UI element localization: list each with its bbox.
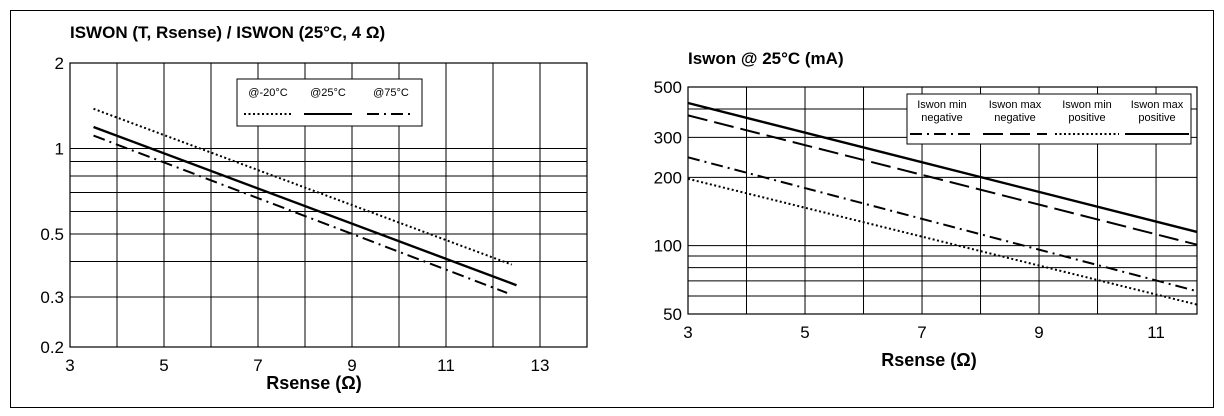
chart-1-x-tick-label: 7	[253, 356, 262, 375]
chart-2-legend-label: Iswon max positive	[1131, 99, 1184, 124]
chart-1-legend-label: @-20°C	[248, 87, 287, 99]
chart-2-x-tick-label: 5	[800, 323, 809, 342]
chart-1-title: ISWON (T, Rsense) / ISWON (25°C, 4 Ω)	[70, 23, 385, 42]
figure-border	[10, 10, 1214, 408]
chart-1-legend-label: @75°C	[373, 87, 409, 99]
chart-2-x-axis-label: Rsense (Ω)	[881, 350, 976, 370]
chart-2-legend-label-line: positive	[1138, 112, 1175, 124]
chart-1-plot-frame	[69, 62, 588, 348]
chart-1-y-tick-label: 0.3	[40, 288, 64, 307]
chart-2-series-3-line	[687, 177, 1198, 306]
chart-2: Iswon @ 25°C (mA) 3 5 7 9 11 50 100 200 300 500 I…	[654, 49, 1198, 370]
chart-2-legend-label-line: Iswon min	[1062, 99, 1112, 111]
chart-2-legend-label: Iswon max negative	[989, 99, 1042, 124]
chart-1-ticks: 3 5 7 9 11 13 0.2 0.3 0.5 1 2	[40, 54, 549, 375]
chart-2-x-tick-label: 3	[683, 323, 692, 342]
chart-2-legend-label: Iswon min negative	[917, 99, 967, 124]
chart-2-legend-label-line: negative	[921, 112, 963, 124]
chart-2-series-4-line	[687, 101, 1198, 234]
chart-2-y-tick-label: 300	[654, 128, 682, 147]
chart-2-legend-label-line: Iswon min	[917, 99, 967, 111]
chart-2-plot-frame	[687, 86, 1198, 315]
chart-2-series-1-line	[687, 156, 1198, 293]
chart-2-series	[687, 101, 1198, 306]
chart-2-legend-label-line: Iswon max	[989, 99, 1042, 111]
chart-1-series	[93, 107, 517, 294]
chart-2-grid	[687, 86, 1198, 315]
chart-1: ISWON (T, Rsense) / ISWON (25°C, 4 Ω) 3 5…	[40, 23, 588, 393]
chart-2-x-tick-label: 9	[1034, 323, 1043, 342]
chart-2-legend-box	[906, 93, 1192, 145]
chart-1-x-tick-label: 3	[65, 356, 74, 375]
chart-1-y-tick-label: 2	[55, 54, 64, 73]
chart-2-y-tick-label: 100	[654, 237, 682, 256]
chart-1-series-3-line	[93, 134, 508, 294]
chart-2-title: Iswon @ 25°C (mA)	[688, 49, 844, 68]
chart-1-x-tick-label: 5	[159, 356, 168, 375]
chart-1-x-tick-label: 11	[437, 356, 455, 375]
chart-2-y-tick-label: 500	[654, 78, 682, 97]
chart-1-y-tick-label: 0.2	[40, 338, 64, 357]
chart-2-legend-label-line: negative	[994, 112, 1036, 124]
chart-2-y-tick-label: 200	[654, 168, 682, 187]
chart-2-series-2-line	[687, 114, 1198, 246]
chart-2-legend-label-line: Iswon max	[1131, 99, 1184, 111]
chart-1-x-tick-label: 9	[347, 356, 356, 375]
chart-2-legend-label: Iswon min positive	[1062, 99, 1112, 124]
chart-1-legend-box	[236, 78, 423, 127]
chart-2-y-tick-label: 50	[663, 305, 682, 324]
chart-1-grid	[69, 62, 588, 348]
chart-2-legend-label-line: positive	[1068, 112, 1105, 124]
chart-1-legend-label: @25°C	[310, 87, 346, 99]
chart-2-x-tick-label: 7	[917, 323, 926, 342]
chart-1-y-tick-label: 1	[55, 139, 64, 158]
chart-1-series-2-line	[93, 125, 517, 287]
chart-2-x-tick-label: 11	[1147, 323, 1165, 342]
chart-1-x-tick-label: 13	[531, 356, 550, 375]
chart-1-y-tick-label: 0.5	[40, 225, 64, 244]
chart-1-x-axis-label: Rsense (Ω)	[266, 373, 361, 393]
chart-2-ticks: 3 5 7 9 11 50 100 200 300 500	[654, 78, 1165, 342]
chart-1-legend: @-20°C @25°C @75°C	[236, 78, 423, 127]
